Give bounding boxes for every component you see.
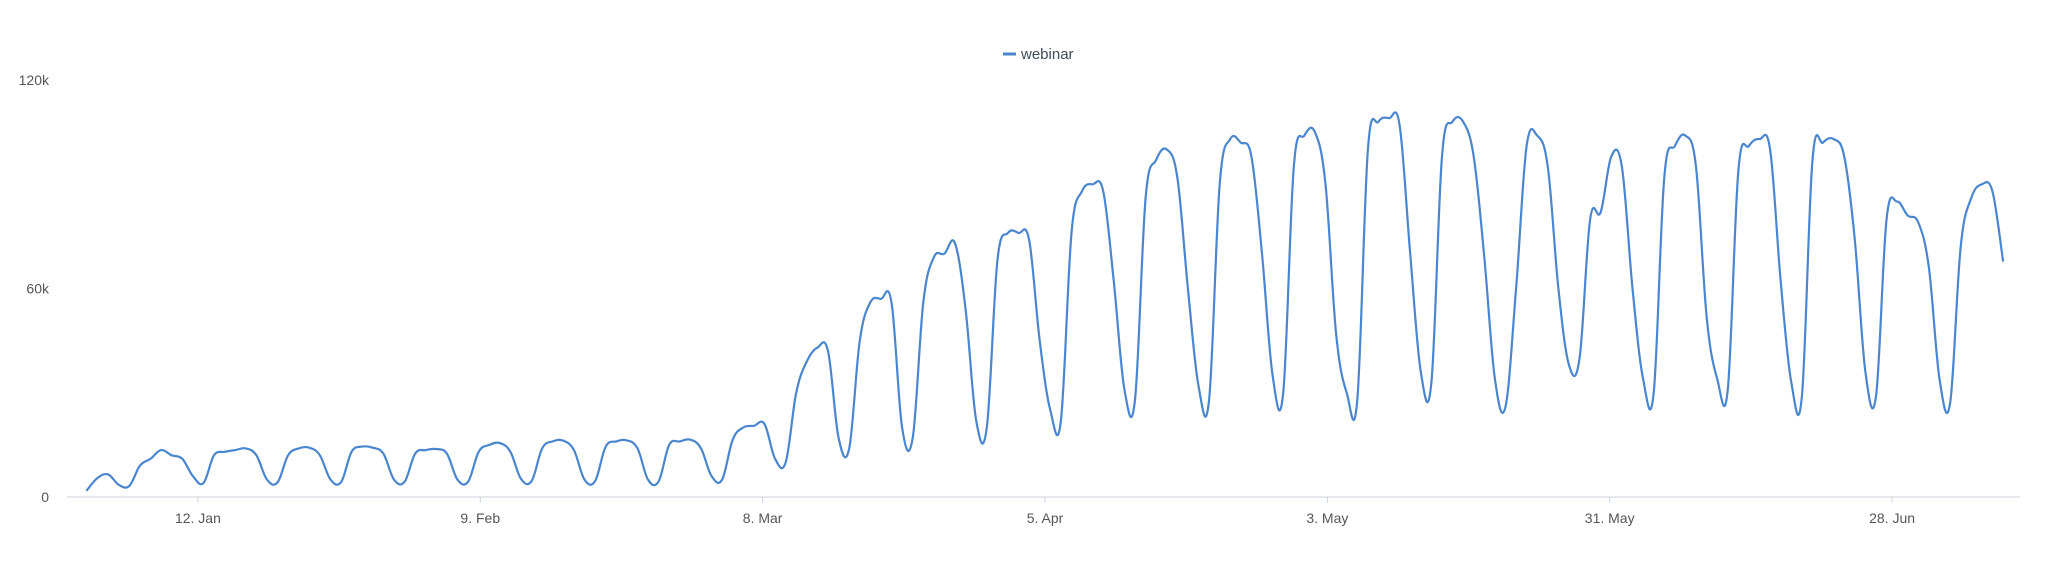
x-tick-label: 5. Apr [1027,510,1064,526]
y-axis: 0 60k 120k [19,72,50,505]
y-tick-label: 120k [19,72,50,88]
y-tick-label: 0 [41,489,49,505]
x-tick-label: 31. May [1585,510,1635,526]
x-tick-label: 3. May [1306,510,1348,526]
x-tick-label: 8. Mar [743,510,783,526]
series-line-webinar [85,111,2005,492]
x-axis: 12. Jan 9. Feb 8. Mar 5. Apr 3. May 31. May 28… [175,497,1915,526]
x-tick-label: 28. Jun [1869,510,1915,526]
y-tick-label: 60k [26,281,50,297]
x-tick-label: 9. Feb [460,510,500,526]
x-tick-label: 12. Jan [175,510,221,526]
legend[interactable]: webinar [1003,46,1074,63]
legend-label-webinar[interactable]: webinar [1020,46,1074,63]
